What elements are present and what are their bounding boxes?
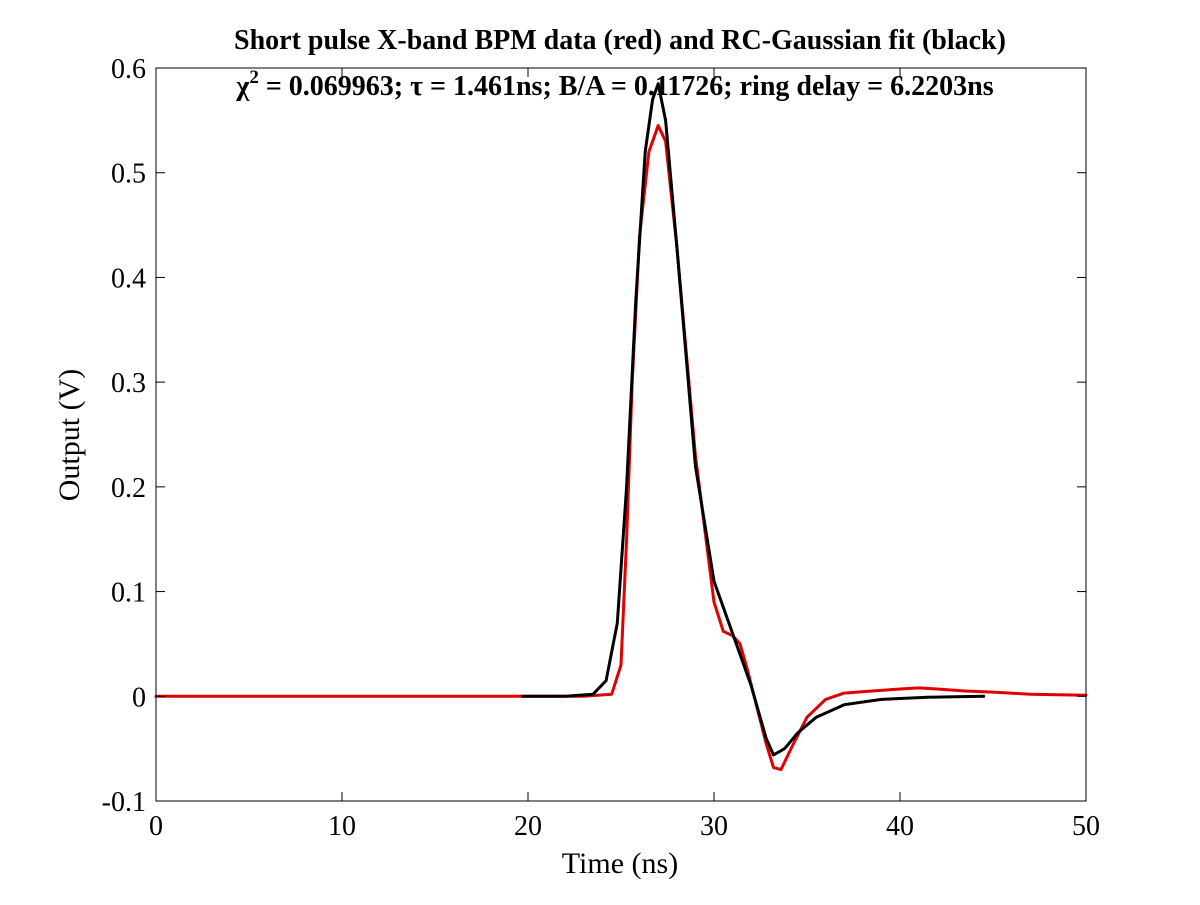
chart-title: Short pulse X-band BPM data (red) and RC… <box>234 25 1006 56</box>
series-line-2 <box>520 82 986 757</box>
axes-box <box>155 67 1087 802</box>
y-tick-label: -0.1 <box>102 787 146 818</box>
y-tick-label: 0.6 <box>111 54 146 85</box>
x-axis-label: Time (ns) <box>562 847 678 880</box>
x-tick-label: 20 <box>514 811 542 842</box>
plot-area <box>156 68 1086 801</box>
y-tick-label: 0.3 <box>111 368 146 399</box>
y-axis-label: Output (V) <box>53 369 86 501</box>
y-tick-label: 0.1 <box>111 578 146 609</box>
y-tick-label: 0.2 <box>111 473 146 504</box>
chi-exponent: 2 <box>249 67 259 88</box>
series-layer <box>154 82 1088 772</box>
x-tick-label: 10 <box>328 811 356 842</box>
y-tick-label: 0 <box>132 682 146 713</box>
x-tick-label: 40 <box>886 811 914 842</box>
plot-background <box>156 68 1086 801</box>
fit-parameters: = 0.069963; τ = 1.461ns; B/A = 0.11726; … <box>259 71 994 102</box>
chi-symbol: χ <box>235 71 250 102</box>
labels-layer: Short pulse X-band BPM data (red) and RC… <box>53 25 1006 880</box>
x-tick-label: 50 <box>1072 811 1100 842</box>
y-tick-label: 0.4 <box>111 263 146 294</box>
chart-subtitle: χ2 = 0.069963; τ = 1.461ns; B/A = 0.1172… <box>235 67 993 102</box>
x-tick-label: 30 <box>700 811 728 842</box>
axes-layer: 0 10 20 30 40 50-0.100.10.20.30.40.50.6 <box>102 54 1100 842</box>
y-tick-label: 0.5 <box>111 159 146 190</box>
x-tick-label: 0 <box>149 811 163 842</box>
